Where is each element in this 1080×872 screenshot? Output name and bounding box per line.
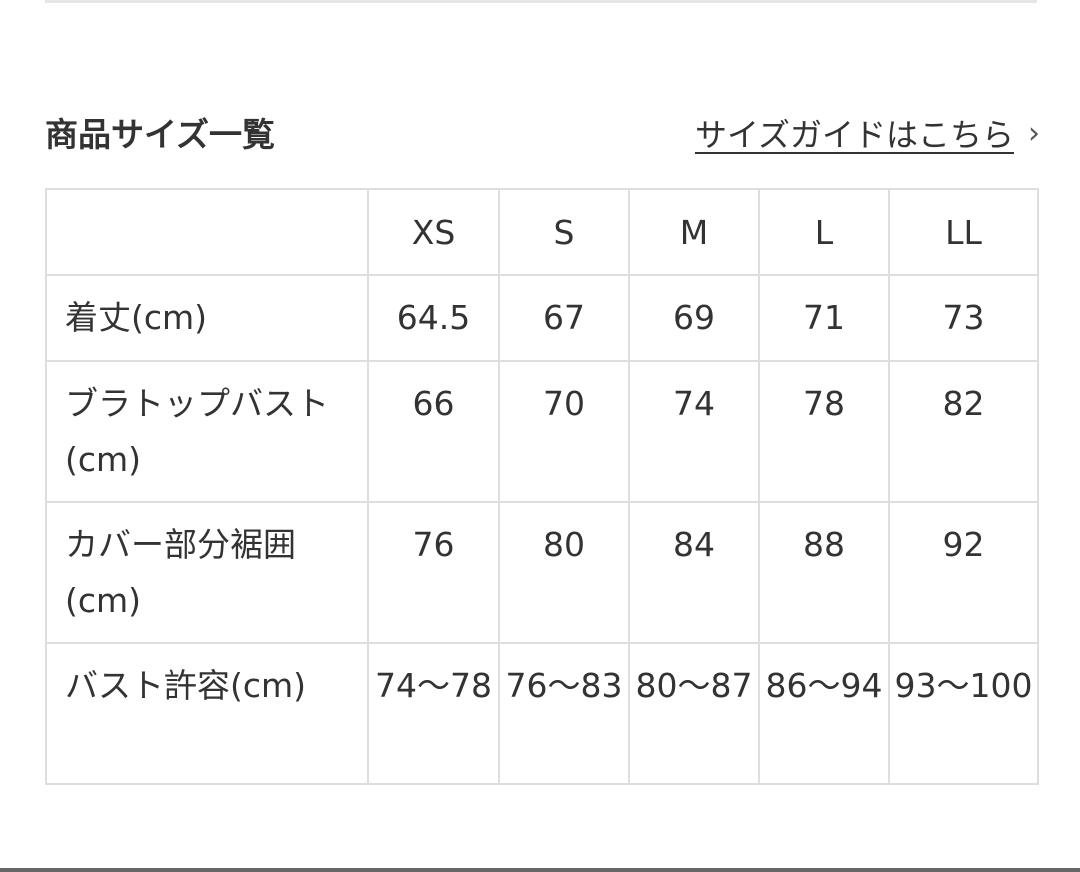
cell-value: 74: [628, 360, 760, 503]
row-label: 着丈(cm): [45, 274, 369, 362]
cell-value: 84: [628, 501, 760, 644]
row-label: バスト許容(cm): [45, 642, 369, 785]
cell-value: 73: [888, 274, 1039, 362]
header-size-s: S: [498, 188, 630, 276]
cell-value: 74〜78: [367, 642, 500, 785]
row-label: ブラトップバスト(cm): [45, 360, 369, 503]
size-table: XS S M L LL 着丈(cm) 64.5 67 69 71 73 ブラトッ…: [45, 188, 1039, 785]
cell-value: 80: [498, 501, 630, 644]
table-row: ブラトップバスト(cm) 66 70 74 78 82: [45, 360, 1039, 503]
top-divider: [45, 0, 1037, 3]
section-title: 商品サイズ一覧: [45, 115, 276, 154]
cell-value: 80〜87: [628, 642, 760, 785]
table-row: カバー部分裾囲(cm) 76 80 84 88 92: [45, 501, 1039, 644]
cell-value: 82: [888, 360, 1039, 503]
bottom-divider: [0, 868, 1080, 872]
cell-value: 67: [498, 274, 630, 362]
chevron-right-icon: ›: [1028, 115, 1040, 151]
size-guide-link[interactable]: サイズガイドはこちら ›: [695, 110, 1040, 156]
cell-value: 86〜94: [758, 642, 890, 785]
cell-value: 76: [367, 501, 500, 644]
cell-value: 93〜100: [888, 642, 1039, 785]
cell-value: 78: [758, 360, 890, 503]
cell-value: 70: [498, 360, 630, 503]
row-label: カバー部分裾囲(cm): [45, 501, 369, 644]
table-row: バスト許容(cm) 74〜78 76〜83 80〜87 86〜94 93〜100: [45, 642, 1039, 785]
cell-value: 66: [367, 360, 500, 503]
cell-value: 88: [758, 501, 890, 644]
table-header-row: XS S M L LL: [45, 188, 1039, 276]
cell-value: 92: [888, 501, 1039, 644]
header-size-ll: LL: [888, 188, 1039, 276]
cell-value: 71: [758, 274, 890, 362]
table-row: 着丈(cm) 64.5 67 69 71 73: [45, 274, 1039, 362]
header-size-xs: XS: [367, 188, 500, 276]
header-size-m: M: [628, 188, 760, 276]
cell-value: 64.5: [367, 274, 500, 362]
cell-value: 69: [628, 274, 760, 362]
size-guide-link-text[interactable]: サイズガイドはこちら: [694, 116, 1014, 154]
header-size-l: L: [758, 188, 890, 276]
cell-value: 76〜83: [498, 642, 630, 785]
header-empty: [45, 188, 369, 276]
